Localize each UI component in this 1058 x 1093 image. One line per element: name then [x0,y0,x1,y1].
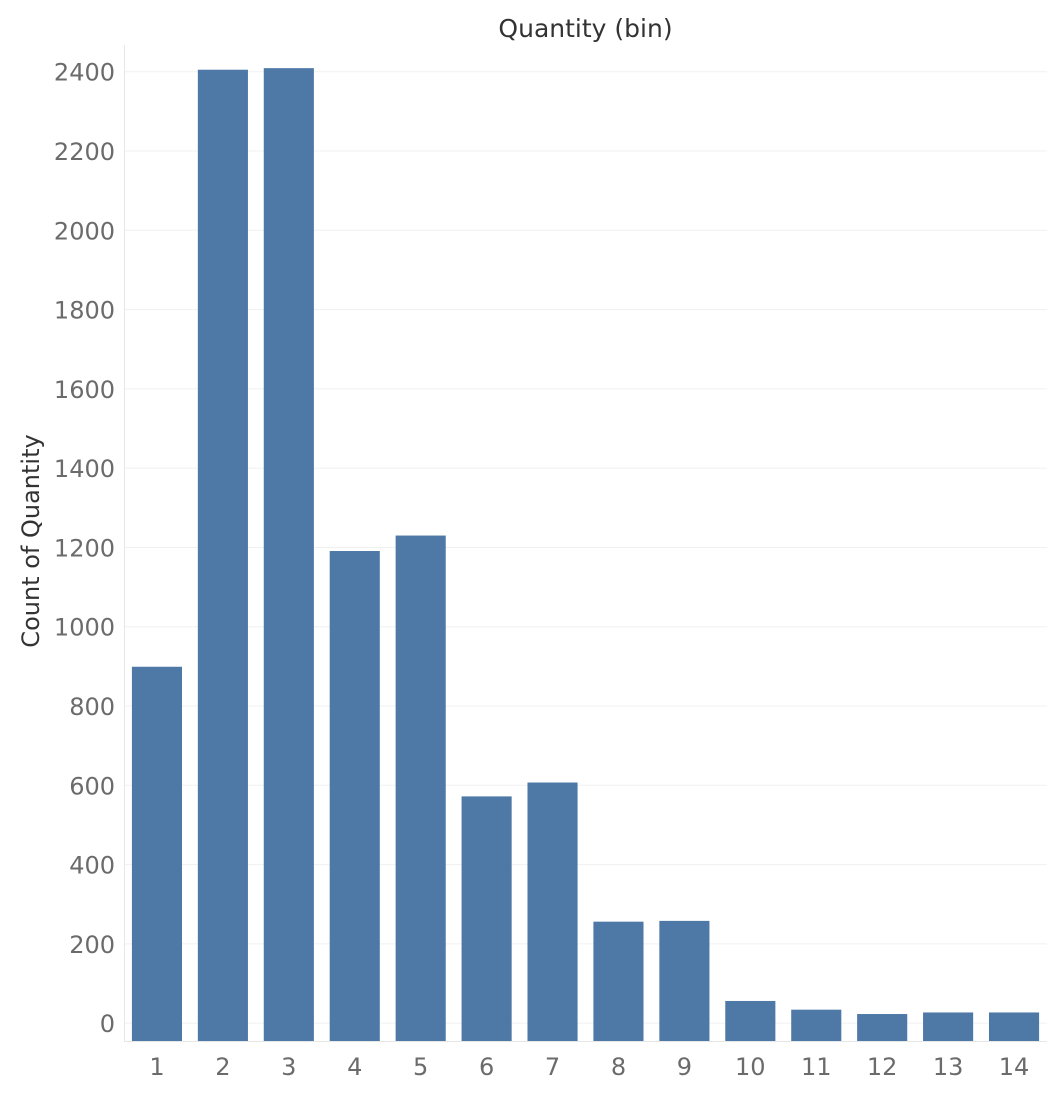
y-tick-label: 1800 [54,297,115,325]
y-tick-label: 1000 [54,614,115,642]
x-tick-label: 5 [413,1053,428,1081]
x-tick-label: 12 [867,1053,898,1081]
y-tick-label: 2400 [54,59,115,87]
bar [461,796,512,1041]
x-tick-label: 2 [215,1053,230,1081]
bar [725,1000,776,1041]
x-tick-label: 9 [677,1053,692,1081]
bar [131,666,183,1041]
x-tick-label: 6 [479,1053,494,1081]
x-tick-label: 13 [933,1053,964,1081]
x-tick-label: 1 [149,1053,164,1081]
y-axis-title: Count of Quantity [17,434,45,647]
y-axis-tick-labels: 0 200 400 600 800 1000 1200 1400 1600 1800 2000 220… [54,59,115,1038]
bar [791,1009,842,1041]
y-tick-label: 2200 [54,138,115,166]
bar [593,921,644,1041]
bar [857,1014,908,1041]
x-tick-label: 4 [347,1053,362,1081]
bar [988,1012,1040,1041]
x-tick-label: 7 [545,1053,560,1081]
bars [131,68,1040,1042]
y-tick-label: 600 [69,772,115,800]
x-tick-label: 11 [801,1053,832,1081]
y-tick-label: 1200 [54,534,115,562]
bar [395,535,446,1041]
chart-title: Quantity (bin) [498,14,672,43]
x-tick-label: 10 [735,1053,766,1081]
bar [263,68,314,1041]
bar [923,1012,974,1041]
y-tick-label: 0 [100,1010,115,1038]
y-tick-label: 400 [69,852,115,880]
y-tick-label: 200 [69,931,115,959]
bar [659,920,710,1041]
x-axis-tick-labels: 1 2 3 4 5 6 7 8 9 10 11 12 13 14 [149,1053,1029,1081]
x-tick-label: 8 [611,1053,626,1081]
bar [329,551,380,1041]
x-tick-label: 14 [999,1053,1030,1081]
y-tick-label: 1600 [54,376,115,404]
y-tick-label: 2000 [54,217,115,245]
bar [527,782,578,1041]
gridlines [124,71,1047,1024]
x-tick-label: 3 [281,1053,296,1081]
y-tick-label: 800 [69,693,115,721]
bar [197,69,248,1042]
axes [124,45,1047,1042]
y-tick-label: 1400 [54,455,115,483]
